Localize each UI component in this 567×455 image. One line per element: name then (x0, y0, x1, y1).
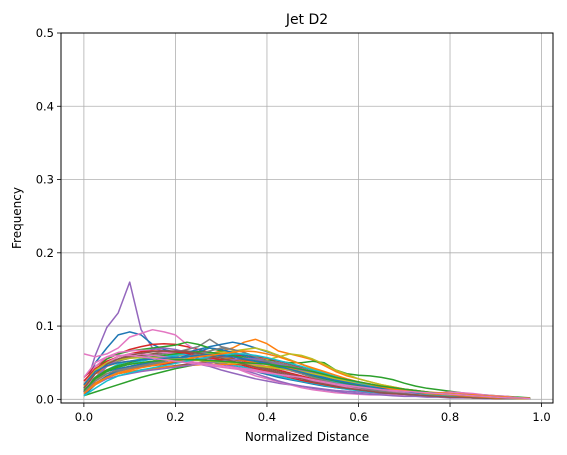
x-tick-label: 0.6 (349, 410, 367, 424)
x-axis: 0.0 0.2 0.4 0.6 0.8 1.0 (75, 403, 551, 424)
x-tick-label: 0.8 (441, 410, 459, 424)
x-tick-label: 0.0 (75, 410, 93, 424)
chart-title: Jet D2 (285, 12, 328, 28)
x-tick-label: 1.0 (532, 410, 550, 424)
x-tick-label: 0.4 (258, 410, 276, 424)
series-line (83, 347, 531, 400)
y-axis-label: Frequency (10, 187, 24, 249)
y-tick-label: 0.3 (36, 173, 54, 187)
x-axis-label: Normalized Distance (245, 430, 369, 444)
y-tick-label: 0.0 (36, 392, 54, 406)
plot-frame (60, 32, 554, 404)
series-line (83, 354, 531, 400)
y-tick-label: 0.1 (36, 319, 54, 333)
y-tick-label: 0.5 (36, 26, 54, 40)
y-tick-label: 0.4 (36, 99, 54, 113)
series-lines (83, 281, 531, 400)
series-line (83, 328, 531, 400)
x-tick-label: 0.2 (166, 410, 184, 424)
series-line (83, 350, 531, 400)
y-tick-label: 0.2 (36, 246, 54, 260)
y-axis: 0.0 0.1 0.2 0.3 0.4 0.5 (36, 26, 61, 406)
